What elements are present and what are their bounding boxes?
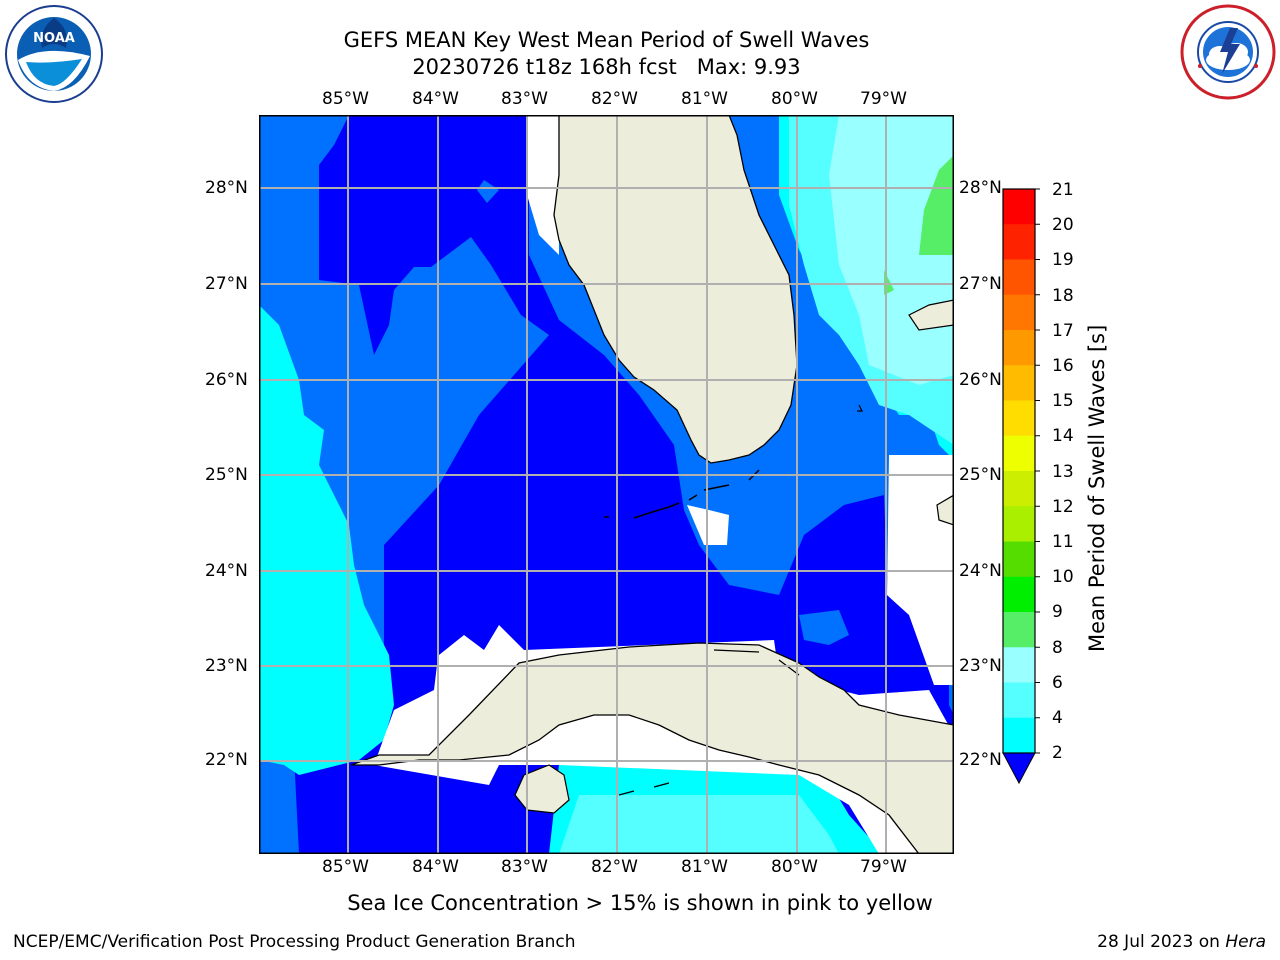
lon-label-bottom: 81°W [681, 857, 728, 877]
colorbar-band [1003, 294, 1035, 331]
lat-label-right: 23°N [959, 656, 1002, 676]
colorbar-tick-label: 19 [1052, 250, 1074, 270]
footer-branch: NCEP/EMC/Verification Post Processing Pr… [13, 932, 576, 952]
colorbar-extend-arrow [1002, 752, 1036, 785]
lat-label-right: 28°N [959, 178, 1002, 198]
colorbar-tick-label: 4 [1052, 708, 1063, 728]
colorbar-band [1003, 612, 1035, 648]
map-gridlines [259, 115, 954, 854]
colorbar-band [1003, 576, 1035, 613]
colorbar-tick-label: 15 [1052, 391, 1074, 411]
field-6-8s [559, 795, 839, 854]
colorbar-band [1003, 541, 1035, 578]
field-4-6s [259, 305, 394, 775]
lat-label-left: 28°N [205, 178, 248, 198]
lat-label-right: 27°N [959, 274, 1002, 294]
lat-label-left: 24°N [205, 561, 248, 581]
no-data-area [527, 115, 559, 255]
lon-label-top: 81°W [681, 89, 728, 109]
isla-juventud [514, 764, 570, 814]
colorbar-band [1003, 471, 1035, 507]
andros-island [857, 404, 863, 412]
lon-label-bottom: 82°W [591, 857, 638, 877]
colorbar-band [1003, 189, 1035, 225]
colorbar-band [1003, 435, 1035, 472]
colorbar-band [1003, 506, 1035, 542]
lon-label-top: 83°W [501, 89, 548, 109]
colorbar [1002, 188, 1040, 785]
lon-label-top: 85°W [322, 89, 369, 109]
florida-land [553, 115, 798, 464]
colorbar-tick-label: 8 [1052, 638, 1063, 658]
field-9-10s [919, 155, 954, 255]
swell-period-map [259, 115, 954, 854]
colorbar-tick-label: 10 [1052, 567, 1074, 587]
map-frame [259, 115, 954, 854]
lat-label-left: 23°N [205, 656, 248, 676]
noaa-logo-icon: NOAA [5, 5, 103, 103]
lat-label-left: 25°N [205, 465, 248, 485]
lon-label-top: 82°W [591, 89, 638, 109]
colorbar-tick-label: 12 [1052, 497, 1074, 517]
colorbar-tick-label: 21 [1052, 180, 1074, 200]
lon-label-bottom: 85°W [322, 857, 369, 877]
lon-label-bottom: 80°W [771, 857, 818, 877]
lon-label-top: 79°W [860, 89, 907, 109]
field-2-4s-patch [799, 610, 849, 645]
colorbar-tick-label: 16 [1052, 356, 1074, 376]
colorbar-band [1003, 717, 1035, 754]
cuba-cays [618, 649, 800, 796]
colorbar-tick-label: 11 [1052, 532, 1074, 552]
lat-label-left: 27°N [205, 274, 248, 294]
colorbar-tick-label: 9 [1052, 602, 1063, 622]
colorbar-band [1003, 224, 1035, 260]
lon-label-bottom: 84°W [412, 857, 459, 877]
colorbar-frame [1002, 188, 1036, 754]
footer-host: Hera [1225, 932, 1266, 952]
colorbar-band [1003, 259, 1035, 296]
footer-date-text: 28 Jul 2023 on [1097, 932, 1226, 952]
map-subtitle: 20230726 t18z 168h fcst Max: 9.93 [412, 55, 801, 79]
colorbar-tick-label: 6 [1052, 673, 1063, 693]
colorbar-title: Mean Period of Swell Waves [s] [1085, 324, 1109, 652]
colorbar-band [1003, 682, 1035, 719]
colorbar-tick-label: 17 [1052, 321, 1074, 341]
lon-label-bottom: 79°W [860, 857, 907, 877]
colorbar-band [1003, 330, 1035, 366]
noaa-logo-text: NOAA [33, 31, 75, 46]
lat-label-left: 26°N [205, 370, 248, 390]
colorbar-band [1003, 365, 1035, 401]
nws-logo-icon [1180, 4, 1276, 100]
lon-label-top: 84°W [412, 89, 459, 109]
colorbar-band [1003, 400, 1035, 437]
colorbar-tick-label: 20 [1052, 215, 1074, 235]
colorbar-tick-label: 14 [1052, 426, 1074, 446]
sea-ice-caption: Sea Ice Concentration > 15% is shown in … [347, 891, 933, 915]
colorbar-band [1003, 647, 1035, 683]
colorbar-tick-label: 18 [1052, 286, 1074, 306]
cuba-land [350, 642, 954, 854]
lat-label-right: 22°N [959, 750, 1002, 770]
lat-label-right: 26°N [959, 370, 1002, 390]
lat-label-right: 24°N [959, 561, 1002, 581]
footer-date: 28 Jul 2023 on Hera [1097, 932, 1266, 952]
lon-label-bottom: 83°W [501, 857, 548, 877]
lat-label-left: 22°N [205, 750, 248, 770]
colorbar-tick-label: 13 [1052, 462, 1074, 482]
field-2-4s-patch [477, 180, 499, 203]
map-title: GEFS MEAN Key West Mean Period of Swell … [343, 28, 870, 52]
lat-label-right: 25°N [959, 465, 1002, 485]
bahamas-land [908, 299, 954, 331]
field-2-4s-patch [764, 460, 804, 540]
colorbar-tick-label: 2 [1052, 743, 1063, 763]
lon-label-top: 80°W [771, 89, 818, 109]
bahamas-land [936, 494, 954, 526]
